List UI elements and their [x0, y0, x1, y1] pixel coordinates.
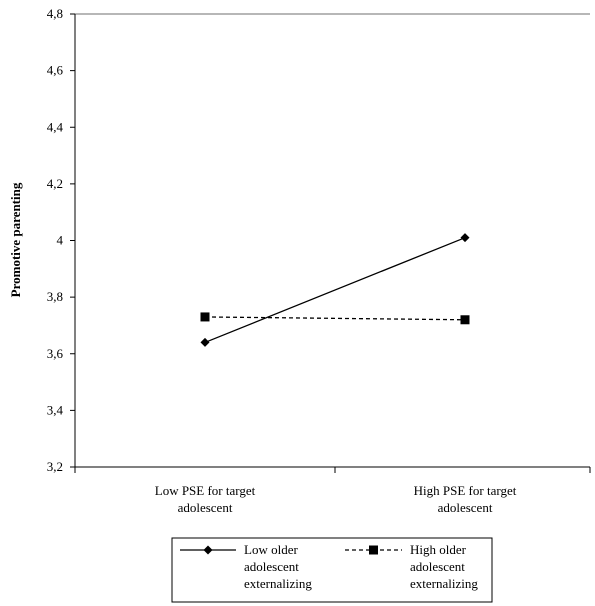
legend-label: High older adolescent externalizing	[410, 542, 478, 591]
legend-label-line: High older	[410, 542, 467, 557]
y-tick-label: 4	[57, 233, 64, 248]
data-point	[200, 312, 210, 322]
y-axis-label: Promotive parenting	[8, 182, 23, 297]
y-tick-label: 3,8	[47, 289, 63, 304]
data-point	[460, 315, 470, 325]
x-category-label-line: adolescent	[438, 500, 493, 515]
y-tick-label: 4,8	[47, 6, 63, 21]
series-layer	[200, 233, 470, 347]
legend-label-line: adolescent	[410, 559, 465, 574]
x-category-label: Low PSE for target adolescent	[155, 483, 256, 515]
data-point	[460, 233, 470, 243]
y-tick-label: 3,4	[47, 402, 64, 417]
legend-label-line: Low older	[244, 542, 298, 557]
legend-marker	[369, 545, 378, 555]
legend-label: Low older adolescent externalizing	[244, 542, 312, 591]
y-tick-label: 3,2	[47, 459, 63, 474]
y-tick-label: 4,6	[47, 63, 64, 78]
series-line	[204, 237, 466, 344]
plot-frame	[74, 13, 590, 468]
legend-label-line: adolescent	[244, 559, 299, 574]
legend-label-line: externalizing	[410, 576, 478, 591]
legend-label-line: externalizing	[244, 576, 312, 591]
legend-box	[171, 537, 493, 603]
x-category-label-line: Low PSE for target	[155, 483, 256, 498]
y-axis-ticks: 3,2 3,4 3,6 3,8 4 4,2 4,4 4,6 4,8	[47, 6, 75, 474]
x-category-label: High PSE for target adolescent	[414, 483, 517, 515]
y-tick-label: 4,2	[47, 176, 63, 191]
x-category-label-line: adolescent	[178, 500, 233, 515]
x-category-label-line: High PSE for target	[414, 483, 517, 498]
y-tick-label: 4,4	[47, 119, 64, 134]
series-high-older-externalizing	[200, 312, 470, 325]
series-low-older-externalizing	[200, 233, 470, 347]
data-point	[200, 337, 210, 347]
series-line	[204, 316, 466, 321]
legend-marker	[203, 545, 213, 555]
y-tick-label: 3,6	[47, 346, 64, 361]
